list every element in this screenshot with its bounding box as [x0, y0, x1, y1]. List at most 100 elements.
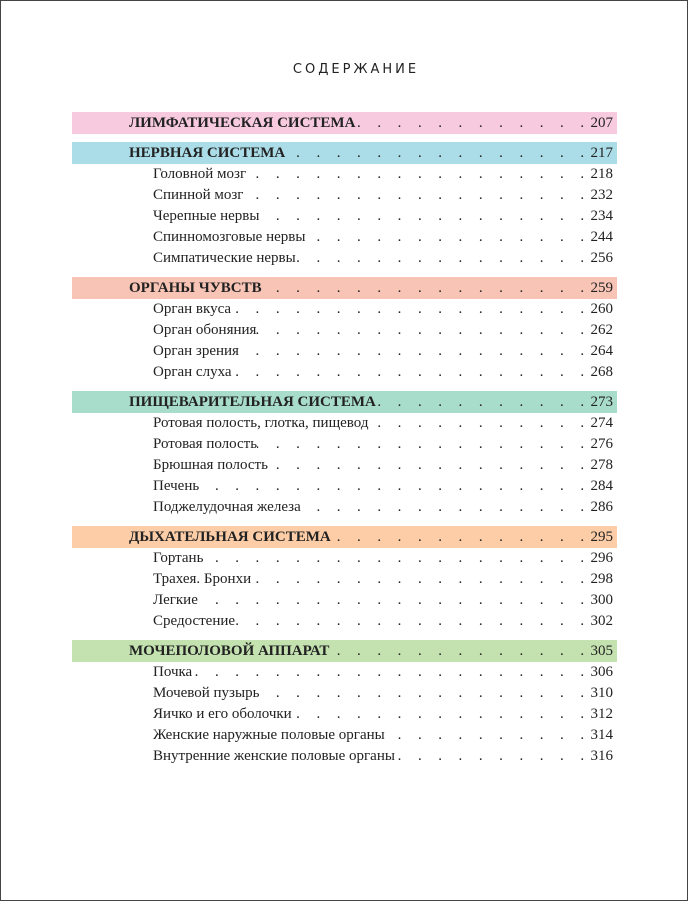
- page-number: 286: [590, 499, 614, 515]
- toc-section: ЛИМФАТИЧЕСКАЯ СИСТЕМА. . . . . . . . . .…: [72, 112, 617, 134]
- toc-entry[interactable]: Ротовая полость, глотка, пищевод. . . . …: [72, 413, 617, 434]
- entry-title: Средостение: [153, 613, 236, 629]
- toc-entry[interactable]: Орган слуха. . . . . . . . . . . . . . .…: [72, 362, 617, 383]
- dot-leader: . . . . . . . . . . . . . . . . . . . . …: [329, 643, 591, 659]
- entry-title: Яичко и его оболочки: [153, 706, 292, 722]
- entry-title: МОЧЕПОЛОВОЙ АППАРАТ: [129, 643, 330, 659]
- dot-leader: . . . . . . . . . . . . . . . . . . . . …: [368, 415, 591, 431]
- page-number: 262: [590, 322, 614, 338]
- table-of-contents: ЛИМФАТИЧЕСКАЯ СИСТЕМА . . . . . . . . . .…: [72, 112, 617, 767]
- entry-title: Брюшная полость: [153, 457, 268, 473]
- entry-title: НЕРВНАЯ СИСТЕМА: [129, 145, 286, 161]
- dot-leader: . . . . . . . . . . . . . . . . . . . . …: [259, 208, 591, 224]
- toc-entry[interactable]: Спинной мозг. . . . . . . . . . . . . . …: [72, 185, 617, 206]
- toc-section: ОРГАНЫ ЧУВСТВ. . . . . . . . . . . . . .…: [72, 277, 617, 383]
- dot-leader: . . . . . . . . . . . . . . . . . . . . …: [259, 685, 591, 701]
- page-number: 276: [590, 436, 614, 452]
- dot-leader: . . . . . . . . . . . . . . . . . . . . …: [239, 343, 591, 359]
- toc-section: МОЧЕПОЛОВОЙ АППАРАТ. . . . . . . . . . .…: [72, 640, 617, 767]
- toc-entry[interactable]: Внутренние женские половые органы. . . .…: [72, 746, 617, 767]
- page-number: 218: [590, 166, 614, 182]
- page-number: 232: [590, 187, 614, 203]
- toc-entry[interactable]: Легкие. . . . . . . . . . . . . . . . . …: [72, 590, 617, 611]
- page-title: СОДЕРЖАНИЕ: [292, 62, 420, 77]
- section-heading[interactable]: ПИЩЕВАРИТЕЛЬНАЯ СИСТЕМА. . . . . . . . .…: [72, 391, 617, 413]
- dot-leader: . . . . . . . . . . . . . . . . . . . . …: [268, 457, 591, 473]
- page-number: 295: [590, 529, 614, 545]
- page-number: 244: [590, 229, 614, 245]
- section-heading[interactable]: МОЧЕПОЛОВОЙ АППАРАТ. . . . . . . . . . .…: [72, 640, 617, 662]
- entry-title: Ротовая полость: [153, 436, 258, 452]
- dot-leader: . . . . . . . . . . . . . . . . . . . . …: [292, 706, 591, 722]
- page-number: 260: [590, 301, 614, 317]
- dot-leader: . . . . . . . . . . . . . . . . . . . . …: [305, 229, 591, 245]
- toc-entry[interactable]: Орган обоняния. . . . . . . . . . . . . …: [72, 320, 617, 341]
- toc-entry[interactable]: Поджелудочная железа. . . . . . . . . . …: [72, 497, 617, 518]
- entry-title: Внутренние женские половые органы: [153, 748, 395, 764]
- toc-entry[interactable]: Гортань. . . . . . . . . . . . . . . . .…: [72, 548, 617, 569]
- section-heading[interactable]: ОРГАНЫ ЧУВСТВ. . . . . . . . . . . . . .…: [72, 277, 617, 299]
- toc-entry[interactable]: Трахея. Бронхи. . . . . . . . . . . . . …: [72, 569, 617, 590]
- page-number: 284: [590, 478, 614, 494]
- dot-leader: . . . . . . . . . . . . . . . . . . . . …: [262, 280, 591, 296]
- page-number: 312: [590, 706, 614, 722]
- dot-leader: . . . . . . . . . . . . . . . . . . . . …: [232, 364, 591, 380]
- section-heading[interactable]: ДЫХАТЕЛЬНАЯ СИСТЕМА. . . . . . . . . . .…: [72, 526, 617, 548]
- entry-title: Ротовая полость, глотка, пищевод: [153, 415, 369, 431]
- toc-entry[interactable]: Орган вкуса. . . . . . . . . . . . . . .…: [72, 299, 617, 320]
- toc-entry[interactable]: Женские наружные половые органы. . . . .…: [72, 725, 617, 746]
- dot-leader: . . . . . . . . . . . . . . . . . . . . …: [235, 613, 591, 629]
- toc-entry[interactable]: Мочевой пузырь. . . . . . . . . . . . . …: [72, 683, 617, 704]
- entry-title: Печень: [153, 478, 200, 494]
- toc-entry[interactable]: Брюшная полость. . . . . . . . . . . . .…: [72, 455, 617, 476]
- dot-leader: . . . . . . . . . . . . . . . . . . . . …: [285, 145, 591, 161]
- toc-section: НЕРВНАЯ СИСТЕМА. . . . . . . . . . . . .…: [72, 142, 617, 269]
- entry-title: Орган обоняния: [153, 322, 257, 338]
- entry-title: Спинной мозг: [153, 187, 244, 203]
- dot-leader: . . . . . . . . . . . . . . . . . . . . …: [385, 727, 591, 743]
- dot-leader: . . . . . . . . . . . . . . . . . . . . …: [203, 550, 591, 566]
- dot-leader: . . . . . . . . . . . . . . . . . . . . …: [257, 436, 591, 452]
- dot-leader: . . . . . . . . . . . . . . . . . . . . …: [246, 166, 591, 182]
- page-number: 316: [590, 748, 614, 764]
- toc-entry[interactable]: Черепные нервы. . . . . . . . . . . . . …: [72, 206, 617, 227]
- toc-entry[interactable]: Орган зрения. . . . . . . . . . . . . . …: [72, 341, 617, 362]
- section-heading[interactable]: НЕРВНАЯ СИСТЕМА. . . . . . . . . . . . .…: [72, 142, 617, 164]
- entry-title: ЛИМФАТИЧЕСКАЯ СИСТЕМА: [129, 115, 356, 131]
- entry-title: Симпатические нервы: [153, 250, 296, 266]
- dot-leader: . . . . . . . . . . . . . . . . . . . . …: [192, 664, 591, 680]
- toc-entry[interactable]: Спинномозговые нервы. . . . . . . . . . …: [72, 227, 617, 248]
- page-number: 300: [590, 592, 614, 608]
- toc-entry[interactable]: Средостение. . . . . . . . . . . . . . .…: [72, 611, 617, 632]
- page-number: 234: [590, 208, 614, 224]
- toc-entry[interactable]: Головной мозг. . . . . . . . . . . . . .…: [72, 164, 617, 185]
- toc-entry[interactable]: Яичко и его оболочки. . . . . . . . . . …: [72, 704, 617, 725]
- entry-title: ПИЩЕВАРИТЕЛЬНАЯ СИСТЕМА: [129, 394, 376, 410]
- page-number: 274: [590, 415, 614, 431]
- page-number: 302: [590, 613, 614, 629]
- toc-entry[interactable]: Печень. . . . . . . . . . . . . . . . . …: [72, 476, 617, 497]
- dot-leader: . . . . . . . . . . . . . . . . . . . . …: [376, 394, 591, 410]
- entry-title: ОРГАНЫ ЧУВСТВ: [129, 280, 262, 296]
- entry-title: Черепные нервы: [153, 208, 260, 224]
- dot-leader: . . . . . . . . . . . . . . . . . . . . …: [231, 301, 591, 317]
- page-number: 305: [590, 643, 614, 659]
- section-heading[interactable]: ЛИМФАТИЧЕСКАЯ СИСТЕМА. . . . . . . . . .…: [72, 112, 617, 134]
- toc-entry[interactable]: Почка. . . . . . . . . . . . . . . . . .…: [72, 662, 617, 683]
- page-number: 207: [590, 115, 614, 131]
- toc-entry[interactable]: Симпатические нервы. . . . . . . . . . .…: [72, 248, 617, 269]
- dot-leader: . . . . . . . . . . . . . . . . . . . . …: [296, 250, 591, 266]
- page-number: 268: [590, 364, 614, 380]
- dot-leader: . . . . . . . . . . . . . . . . . . . . …: [243, 187, 591, 203]
- dot-leader: . . . . . . . . . . . . . . . . . . . . …: [251, 571, 591, 587]
- toc-entry[interactable]: Ротовая полость. . . . . . . . . . . . .…: [72, 434, 617, 455]
- entry-title: ДЫХАТЕЛЬНАЯ СИСТЕМА: [129, 529, 331, 545]
- entry-title: Женские наружные половые органы: [153, 727, 385, 743]
- page-number: 256: [590, 250, 614, 266]
- entry-title: Почка: [153, 664, 193, 680]
- entry-title: Головной мозг: [153, 166, 247, 182]
- entry-title: Орган вкуса: [153, 301, 232, 317]
- page-number: 306: [590, 664, 614, 680]
- page-number: 217: [590, 145, 614, 161]
- dot-leader: . . . . . . . . . . . . . . . . . . . . …: [355, 115, 591, 131]
